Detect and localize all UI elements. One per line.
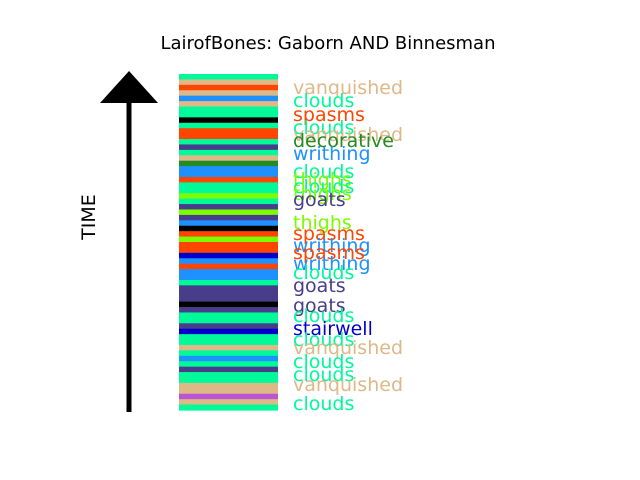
band-label: stairwell: [293, 318, 373, 340]
band-label: spasms: [293, 242, 365, 264]
timeline-stripe: [179, 117, 278, 124]
timeline-stripe: [179, 382, 278, 389]
timeline-stripe: [179, 312, 278, 319]
timeline-stripe: [179, 355, 278, 362]
band-label: goats: [293, 275, 346, 297]
timeline-stripe: [179, 198, 278, 205]
timeline-stripe: [179, 106, 278, 113]
timeline-stripe: [179, 258, 278, 265]
timeline-stripe: [179, 296, 278, 303]
band-label: clouds: [293, 161, 354, 183]
timeline-stripe: [179, 344, 278, 351]
timeline-stripe: [179, 101, 278, 108]
band-label: vanquished: [293, 374, 403, 396]
timeline-stripe: [179, 79, 278, 86]
timeline-bar: [179, 74, 278, 411]
timeline-stripe: [179, 242, 278, 249]
band-label: goats: [293, 189, 346, 211]
band-label: clouds: [293, 393, 354, 415]
timeline-stripe: [179, 231, 278, 238]
timeline-stripe: [179, 128, 278, 135]
band-label: clouds: [293, 364, 354, 386]
timeline-stripe: [179, 209, 278, 216]
timeline-stripe: [179, 317, 278, 324]
timeline-stripe: [179, 307, 278, 314]
time-arrow-head: [100, 71, 158, 103]
band-label: clouds: [293, 305, 354, 327]
timeline-stripe: [179, 274, 278, 281]
timeline-stripe: [179, 339, 278, 346]
band-label: writhing: [293, 253, 371, 275]
timeline-stripe: [179, 252, 278, 259]
timeline-stripe: [179, 399, 278, 406]
timeline-stripe: [179, 214, 278, 221]
timeline-stripe: [179, 388, 278, 395]
band-label: clouds: [293, 176, 354, 198]
y-axis-label: TIME: [78, 194, 100, 241]
band-label: writhing: [293, 235, 371, 257]
timeline-stripe: [179, 133, 278, 140]
timeline-stripe: [179, 84, 278, 91]
timeline-stripe: [179, 204, 278, 211]
timeline-stripe: [179, 225, 278, 232]
timeline-stripe: [179, 361, 278, 368]
timeline-stripe: [179, 290, 278, 297]
timeline-stripe: [179, 269, 278, 276]
timeline-stripe: [179, 171, 278, 178]
band-label: clouds: [293, 262, 354, 284]
timeline-stripe: [179, 285, 278, 292]
timeline-stripe: [179, 372, 278, 379]
timeline-stripe: [179, 236, 278, 243]
band-label: vanquished: [293, 124, 403, 146]
band-label: goats: [293, 295, 346, 317]
timeline-stripe: [179, 193, 278, 200]
timeline-stripe: [179, 139, 278, 146]
band-label: clouds: [293, 329, 354, 351]
band-label: decorative: [293, 130, 394, 152]
band-label: clouds: [293, 117, 354, 139]
timeline-stripe: [179, 323, 278, 330]
band-labels: vanquishedcloudsspasmscloudsvanquishedde…: [293, 77, 403, 415]
timeline-stripe: [179, 301, 278, 308]
band-label: clouds: [293, 90, 354, 112]
timeline-stripe: [179, 279, 278, 286]
timeline-stripe: [179, 95, 278, 102]
timeline-stripe: [179, 187, 278, 194]
band-label: thighs: [293, 183, 352, 205]
chart-title: LairofBones: Gaborn AND Binnesman: [160, 33, 495, 54]
timeline-stripe: [179, 393, 278, 400]
timeline-stripe: [179, 90, 278, 97]
band-label: vanquished: [293, 77, 403, 99]
timeline-stripe: [179, 155, 278, 162]
band-label: thighs: [293, 169, 352, 191]
timeline-stripe: [179, 263, 278, 270]
timeline-stripe: [179, 220, 278, 227]
timeline-stripe: [179, 247, 278, 254]
timeline-stripe: [179, 350, 278, 357]
band-label: vanquished: [293, 337, 403, 359]
timeline-stripe: [179, 377, 278, 384]
timeline-stripe: [179, 111, 278, 118]
timeline-stripe: [179, 328, 278, 335]
timeline-stripe: [179, 149, 278, 156]
timeline-stripe: [179, 122, 278, 129]
timeline-stripe: [179, 166, 278, 173]
timeline-stripe: [179, 366, 278, 373]
timeline-stripe: [179, 74, 278, 81]
band-label: writhing: [293, 143, 371, 165]
timeline-stripe: [179, 144, 278, 151]
band-label: spasms: [293, 104, 365, 126]
timeline-stripe: [179, 334, 278, 341]
band-label: thighs: [293, 212, 352, 234]
band-label: clouds: [293, 351, 354, 373]
timeline-stripe: [179, 160, 278, 167]
timeline-stripe: [179, 182, 278, 189]
band-label: spasms: [293, 223, 365, 245]
timeline-stripe: [179, 404, 278, 411]
timeline-stripe: [179, 176, 278, 183]
